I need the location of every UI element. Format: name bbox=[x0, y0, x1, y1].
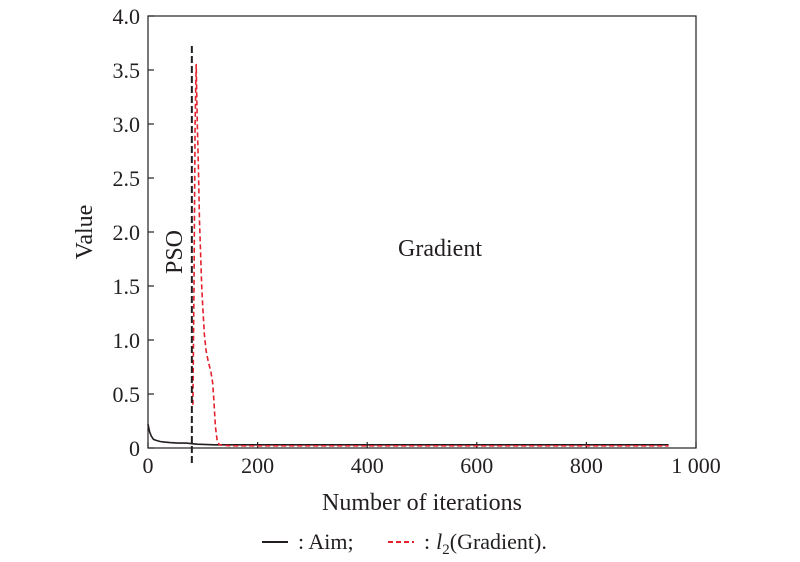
y-tick-label: 2.5 bbox=[113, 166, 141, 191]
gradient-annotation: Gradient bbox=[398, 236, 482, 262]
y-tick-label: 0 bbox=[129, 436, 140, 461]
x-tick-label: 400 bbox=[351, 453, 384, 478]
y-tick-label: 0.5 bbox=[113, 382, 141, 407]
y-axis-title: Value bbox=[72, 205, 98, 260]
x-tick-label: 200 bbox=[241, 453, 274, 478]
x-tick-label: 1 000 bbox=[671, 453, 721, 478]
x-axis-title: Number of iterations bbox=[322, 490, 522, 516]
x-tick-label: 600 bbox=[460, 453, 493, 478]
chart-legend: : Aim; : l2(Gradient). bbox=[262, 529, 547, 558]
y-axis: 0 0.5 1.0 1.5 2.0 2.5 3.0 3.5 4.0 bbox=[113, 4, 154, 461]
legend-gradient-suffix: (Gradient). bbox=[450, 529, 547, 554]
y-tick-label: 1.5 bbox=[113, 274, 141, 299]
y-tick-label: 3.5 bbox=[113, 58, 141, 83]
plot-frame bbox=[147, 15, 697, 449]
series-layer bbox=[147, 63, 669, 447]
legend-gradient-label: : l2(Gradient). bbox=[424, 529, 547, 558]
y-tick-label: 4.0 bbox=[113, 4, 141, 29]
line-chart: 0 0.5 1.0 1.5 2.0 2.5 3.0 3.5 4.0 0 200 400 600 800 1… bbox=[72, 4, 721, 516]
x-tick-label: 0 bbox=[143, 453, 154, 478]
legend-aim-label: : Aim; bbox=[298, 529, 354, 554]
series-line-aim bbox=[147, 424, 669, 446]
x-axis: 0 200 400 600 800 1 000 bbox=[143, 442, 721, 478]
x-tick-label: 800 bbox=[570, 453, 603, 478]
legend-gradient-italic-l: l bbox=[436, 529, 442, 554]
pso-annotation: PSO bbox=[162, 230, 188, 274]
y-tick-label: 2.0 bbox=[113, 220, 141, 245]
series-line-l2-gradient bbox=[192, 63, 669, 447]
legend-gradient-subscript: 2 bbox=[442, 542, 450, 558]
y-tick-label: 3.0 bbox=[113, 112, 141, 137]
y-tick-label: 1.0 bbox=[113, 328, 141, 353]
legend-gradient-prefix: : bbox=[424, 529, 430, 554]
